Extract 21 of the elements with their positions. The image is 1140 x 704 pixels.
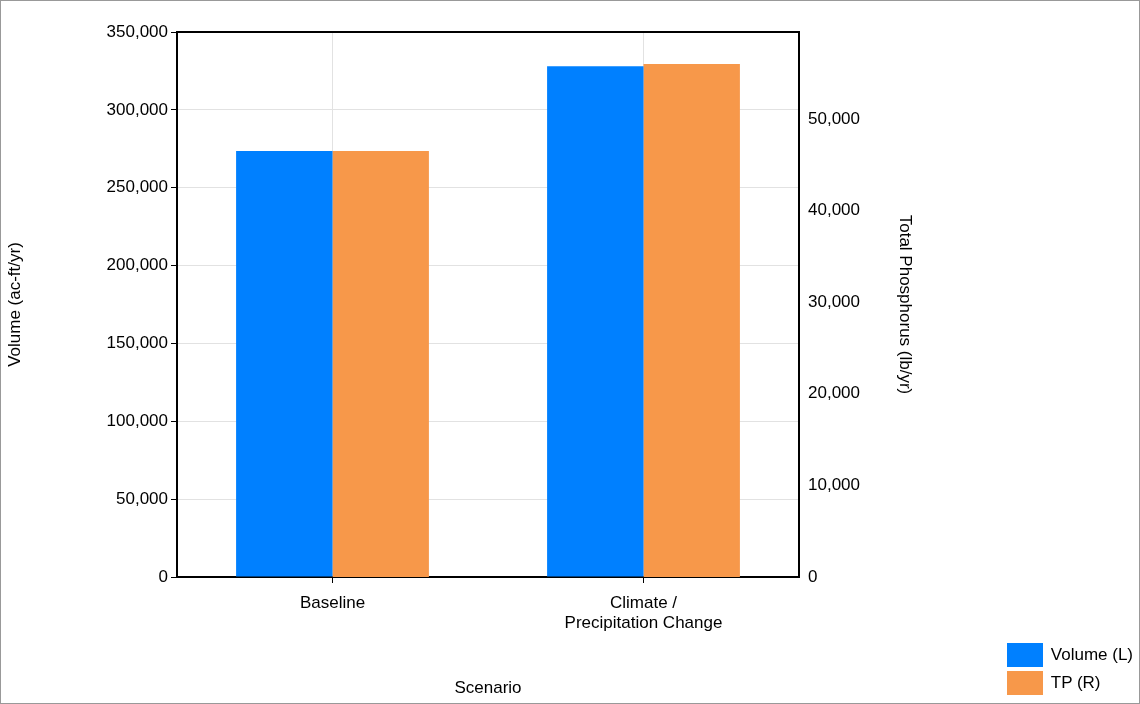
y2-tick-label: 0 xyxy=(808,566,818,586)
y2-tick-label: 40,000 xyxy=(808,200,860,220)
x-tick-label: Baseline xyxy=(299,592,366,612)
y2-tick-label: 10,000 xyxy=(808,475,860,495)
legend-label: TP (R) xyxy=(1050,673,1101,693)
y-tick-label: 100,000 xyxy=(106,410,168,430)
y-tick-label: 200,000 xyxy=(106,255,168,275)
y2-axis-title: Total Phosphorus (lb/yr) xyxy=(896,214,916,395)
y2-tick-label: 50,000 xyxy=(808,108,860,128)
y-axis-title: Volume (ac-ft/yr) xyxy=(4,242,24,367)
y-tick-label: 150,000 xyxy=(106,333,168,353)
y2-tick-label: 20,000 xyxy=(808,383,860,403)
x-tick-label: Climate / Precipitation Change xyxy=(564,592,723,633)
legend-label: Volume (L) xyxy=(1050,645,1133,665)
y-tick-label: 50,000 xyxy=(116,488,168,508)
y2-tick-label: 30,000 xyxy=(808,291,860,311)
y-tick-label: 0 xyxy=(158,566,168,586)
y-tick-label: 300,000 xyxy=(106,99,168,119)
y-tick-label: 350,000 xyxy=(106,21,168,41)
x-axis-title: Scenario xyxy=(454,678,522,698)
y-tick-label: 250,000 xyxy=(106,177,168,197)
